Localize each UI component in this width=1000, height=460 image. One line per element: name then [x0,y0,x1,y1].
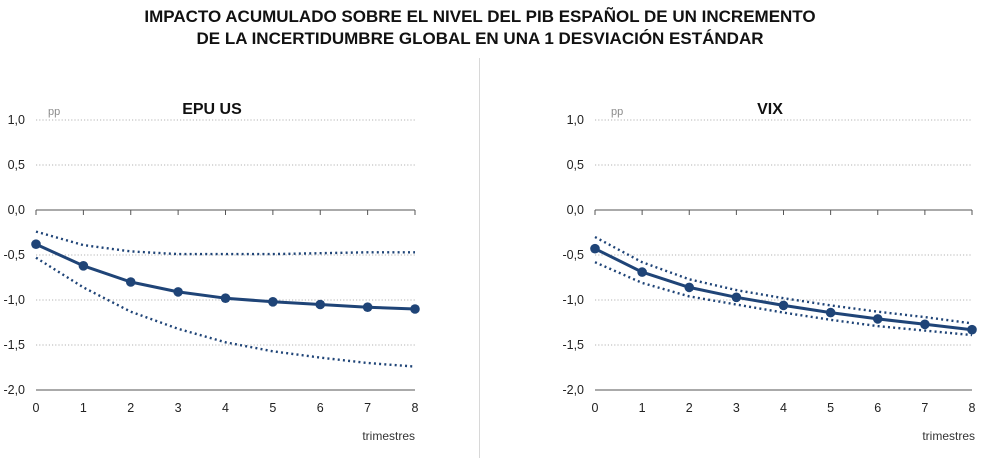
x-tick-label: 4 [780,401,787,415]
y-tick-label: 1,0 [8,113,25,127]
estimate-point [590,243,600,254]
estimate-point [268,297,278,307]
x-tick-label: 3 [733,401,740,415]
x-tick-label: 8 [969,401,976,415]
x-tick-label: 3 [175,401,182,415]
x-tick-label: 1 [639,401,646,415]
x-tick-label: 2 [686,401,693,415]
y-tick-label: 0,0 [8,203,25,217]
estimate-point [825,307,836,318]
x-tick-label: 6 [317,401,324,415]
y-tick-label: -0,5 [3,248,25,262]
chart-title: EPU US [182,101,242,118]
x-tick-label: 8 [412,401,419,415]
panel-divider [479,58,480,458]
estimate-point [31,239,41,249]
estimate-point [315,299,326,310]
x-tick-label: 5 [269,401,276,415]
x-tick-label: 6 [874,401,881,415]
estimate-point [362,302,373,313]
estimate-point [78,261,89,271]
x-axis-label: trimestres [922,429,975,443]
chart-panel-2: 1,0 0,5 0,0 -0,5 -1,0 -1,5 -2,0 0 1 2 3 4 5 6 7 8 pp VIX t… [562,101,977,443]
estimate-point [967,324,977,335]
estimate-point [410,304,420,314]
x-tick-label: 0 [592,401,599,415]
y-tick-label: 0,5 [8,158,25,172]
estimate-point [872,314,883,324]
figure-title-line-1: IMPACTO ACUMULADO SOBRE EL NIVEL DEL PIB… [144,7,816,26]
y-unit-label: pp [611,106,623,118]
chart-title: VIX [757,101,783,118]
band-line-lower-band [35,256,416,368]
x-tick-label: 2 [127,401,134,415]
estimate-point [920,319,930,330]
estimate-line [594,247,973,332]
x-axis-label: trimestres [362,429,415,443]
estimate-point [637,267,647,277]
y-unit-label: pp [48,106,60,118]
x-tick-label: 4 [222,401,229,415]
chart-panel-1: 1,0 0,5 0,0 -0,5 -1,0 -1,5 -2,0 0 1 2 3 4 5 6 7 8 pp EPU … [3,101,420,443]
x-tick-label: 7 [364,401,371,415]
y-tick-label: -1,5 [3,338,25,352]
estimate-point [731,292,742,303]
x-tick-label: 0 [33,401,40,415]
band-line-lower-band [594,261,973,337]
y-tick-label: 0,5 [567,158,584,172]
estimate-point [684,282,695,293]
estimate-point [173,287,183,297]
estimate-point [778,300,789,311]
y-tick-label: -1,0 [562,293,584,307]
estimate-point [220,293,231,304]
estimate-point [125,277,136,287]
y-tick-label: -1,5 [562,338,584,352]
figure-title: IMPACTO ACUMULADO SOBRE EL NIVEL DEL PIB… [0,6,960,50]
y-tick-label: 1,0 [567,113,584,127]
y-tick-label: -0,5 [562,248,584,262]
y-tick-label: -1,0 [3,293,25,307]
y-tick-label: -2,0 [3,383,25,397]
x-tick-label: 1 [80,401,87,415]
x-tick-label: 5 [827,401,834,415]
band-line-upper-band [594,235,973,325]
y-tick-label: 0,0 [567,203,584,217]
y-tick-label: -2,0 [562,383,584,397]
x-tick-label: 7 [921,401,928,415]
band-line-upper-band [35,230,415,256]
figure-title-line-2: DE LA INCERTIDUMBRE GLOBAL EN UNA 1 DESV… [196,29,764,48]
